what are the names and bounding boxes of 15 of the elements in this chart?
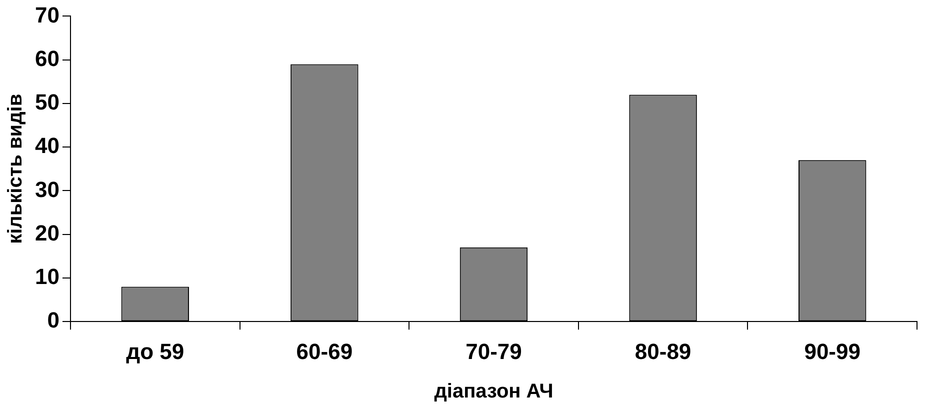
y-tick-label: 70	[34, 2, 60, 28]
x-tick-label: 80-89	[634, 338, 692, 364]
y-tick-label: 0	[47, 308, 60, 333]
y-tick-label: 40	[34, 133, 60, 158]
x-tick-label: до 59	[126, 338, 184, 364]
x-axis-title: діапазон АЧ	[434, 380, 554, 403]
y-tick-label: 50	[34, 90, 60, 115]
y-tick-label: 30	[34, 176, 60, 202]
x-tick-label: 90-99	[804, 338, 860, 364]
x-tick-label: 70-79	[466, 338, 522, 364]
y-tick-label: 20	[34, 220, 60, 246]
y-tick-label: 60	[34, 46, 60, 71]
y-axis-title: кількість видів	[4, 94, 27, 244]
x-tick-label: 60-69	[296, 338, 353, 364]
y-tick-label: 10	[34, 264, 60, 290]
